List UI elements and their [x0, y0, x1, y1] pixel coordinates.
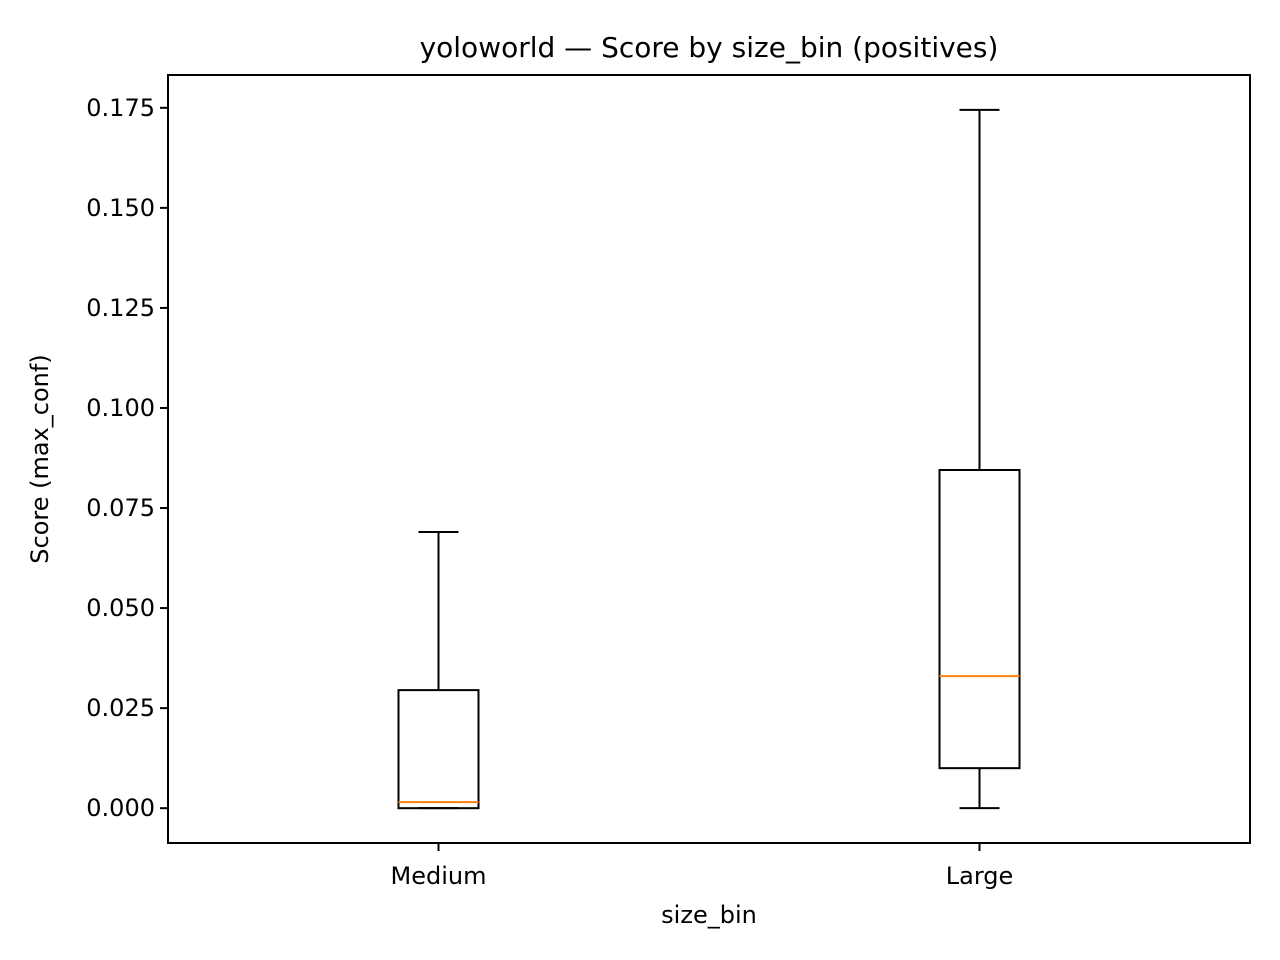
box-iqr [397, 689, 480, 810]
box-medium [397, 531, 480, 810]
plot-frame [167, 74, 1251, 844]
y-tick-label: 0.050 [86, 594, 155, 622]
boxes [397, 108, 1021, 810]
y-axis-label: Score (max_conf) [26, 354, 54, 563]
box-large [938, 108, 1021, 810]
chart-title: yoloworld — Score by size_bin (positives… [420, 31, 999, 64]
y-tick-label: 0.125 [86, 294, 155, 322]
x-tick-label: Large [946, 862, 1014, 890]
y-tick-label: 0.025 [86, 694, 155, 722]
x-axis-label: size_bin [661, 901, 757, 929]
box-iqr [938, 469, 1021, 770]
x-tick-label: Medium [391, 862, 487, 890]
y-tick-label: 0.100 [86, 394, 155, 422]
y-tick-label: 0.150 [86, 194, 155, 222]
y-axis: 0.000 0.025 0.050 0.075 0.100 0.125 0.150 0.175 [86, 94, 168, 822]
y-tick-label: 0.075 [86, 494, 155, 522]
x-axis: Medium Large [391, 843, 1014, 890]
y-tick-label: 0.175 [86, 94, 155, 122]
y-tick-label: 0.000 [86, 794, 155, 822]
